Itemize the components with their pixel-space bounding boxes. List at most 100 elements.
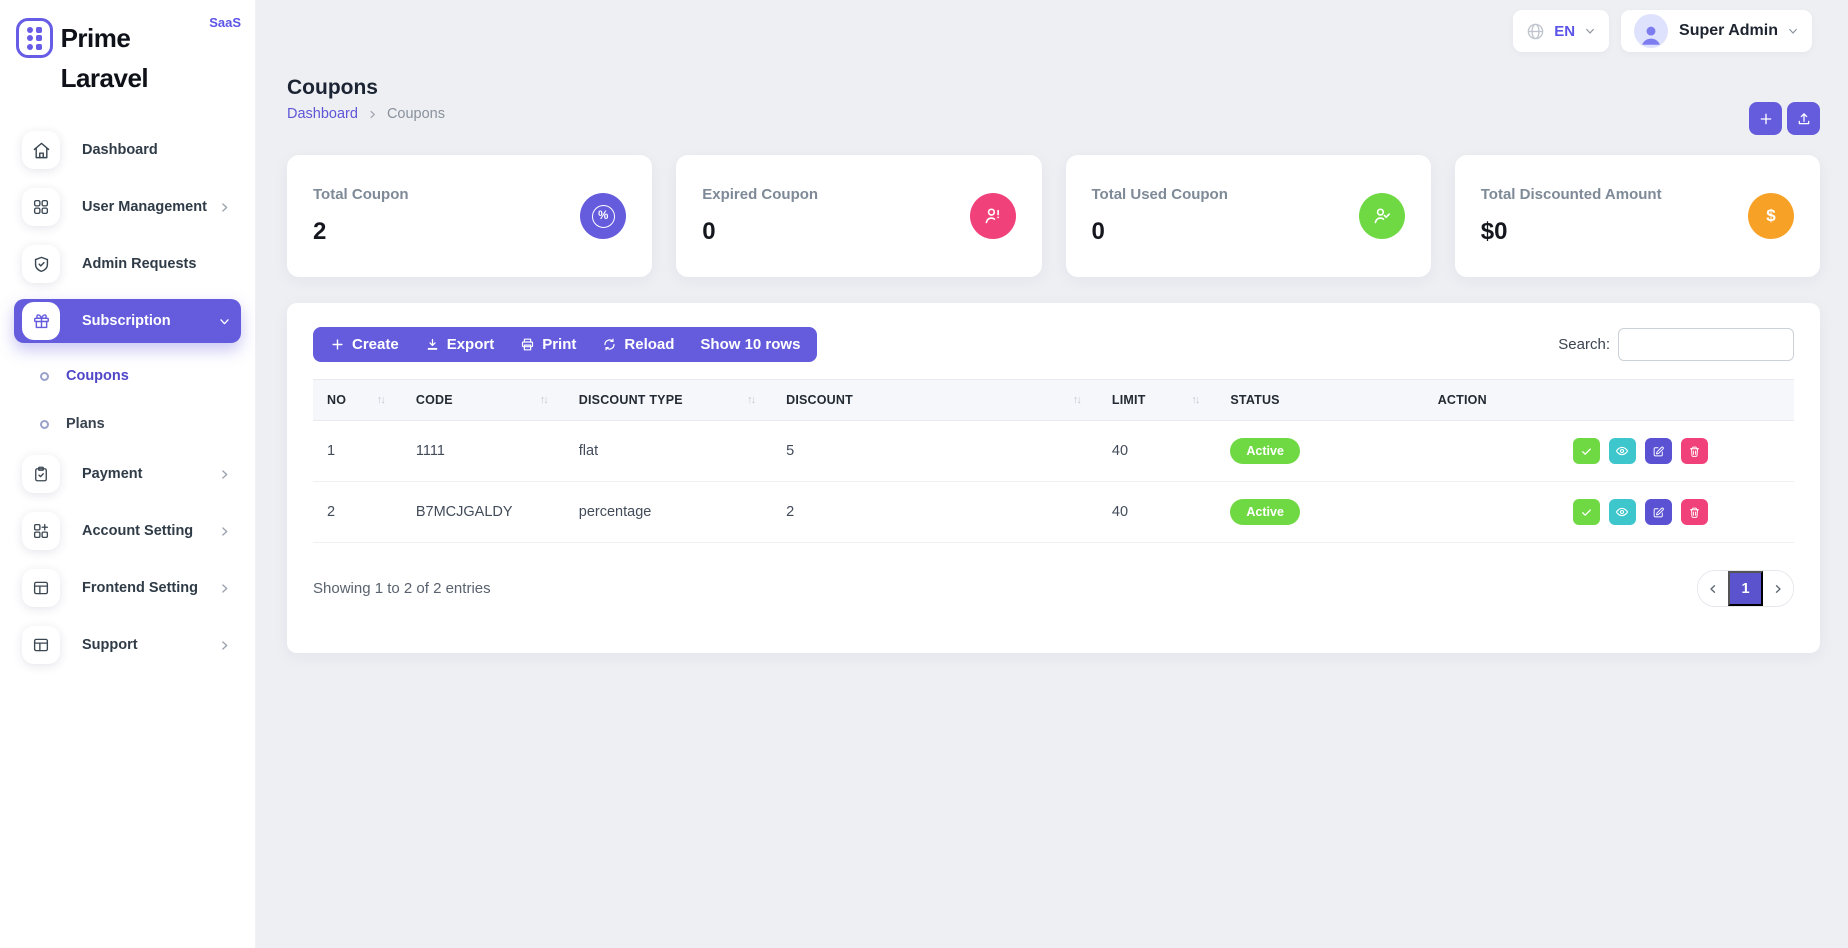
brand-logo[interactable]: Prime Laravel SaaS (0, 10, 255, 98)
reload-button[interactable]: Reload (589, 329, 687, 360)
column-header-status: STATUS (1216, 379, 1424, 421)
edit-button[interactable] (1644, 499, 1672, 525)
topbar: EN Super Admin (256, 0, 1848, 62)
delete-button[interactable] (1681, 499, 1708, 525)
stat-card-expired-coupon: Expired Coupon 0 (676, 155, 1042, 277)
print-button[interactable]: Print (507, 329, 589, 360)
breadcrumb-current: Coupons (386, 106, 445, 122)
user-name: Super Admin (1679, 22, 1778, 39)
stat-label: Total Discounted Amount (1480, 186, 1662, 203)
sidebar-item-coupons[interactable]: Coupons (14, 356, 241, 396)
stat-value: 0 (702, 218, 716, 245)
stat-card-total-discounted-amount: Total Discounted Amount $0 $ (1454, 155, 1820, 277)
sidebar-item-plans[interactable]: Plans (14, 404, 241, 444)
percent-circle-icon: % (580, 193, 627, 239)
cell-code: 1111 (401, 420, 565, 482)
chevron-right-icon (218, 201, 231, 214)
entries-info: Showing 1 to 2 of 2 entries (313, 580, 491, 597)
table-row: 1 1111 flat 5 40 Active (313, 420, 1794, 482)
view-button[interactable] (1608, 438, 1636, 464)
breadcrumb: Dashboard Coupons (287, 106, 445, 122)
view-button[interactable] (1608, 499, 1636, 525)
breadcrumb-separator-icon (367, 109, 378, 120)
sidebar-item-label: Account Setting (82, 523, 194, 539)
upload-button[interactable] (1787, 102, 1820, 135)
sidebar-nav: Dashboard User Management Admin Requests (0, 98, 255, 667)
cell-discount: 5 (772, 420, 1098, 482)
edit-button[interactable] (1644, 438, 1672, 464)
sidebar-item-dashboard[interactable]: Dashboard (14, 128, 241, 172)
stat-value: 0 (1091, 218, 1105, 245)
cell-no: 1 (313, 420, 402, 482)
sidebar-item-support[interactable]: Support (14, 623, 241, 667)
chevron-down-icon (1787, 25, 1799, 37)
page-number-button[interactable]: 1 (1728, 571, 1763, 606)
column-header-discount-type[interactable]: DISCOUNT TYPE ↑↓ (564, 379, 773, 421)
pagination: 1 (1697, 570, 1794, 607)
home-icon (22, 131, 60, 169)
sidebar-item-label: User Management (82, 199, 207, 215)
avatar (1634, 14, 1669, 48)
language-code: EN (1554, 22, 1576, 40)
column-header-no[interactable]: NO ↑↓ (313, 379, 402, 421)
user-menu[interactable]: Super Admin (1621, 10, 1812, 52)
globe-icon (1526, 22, 1545, 41)
bullet-icon (40, 371, 49, 381)
column-header-limit[interactable]: LIMIT ↑↓ (1097, 379, 1217, 421)
column-header-discount[interactable]: DISCOUNT ↑↓ (772, 379, 1098, 421)
grid-icon (22, 188, 60, 226)
stat-cards: Total Coupon 2 % Expired Coupon 0 (287, 155, 1820, 277)
cell-no: 2 (313, 481, 402, 543)
brand-name: Prime Laravel (60, 23, 149, 93)
approve-button[interactable] (1572, 438, 1600, 464)
cell-discount: 2 (772, 481, 1098, 543)
sidebar-subitem-label: Plans (66, 416, 105, 432)
previous-page-button[interactable] (1698, 571, 1728, 606)
brand-logo-icon (16, 18, 53, 58)
stat-value: $0 (1480, 218, 1508, 245)
breadcrumb-dashboard-link[interactable]: Dashboard (287, 106, 358, 122)
sort-icon: ↑↓ (747, 394, 756, 406)
sidebar-item-subscription[interactable]: Subscription (14, 299, 241, 343)
user-check-icon (1358, 193, 1405, 239)
sidebar-item-frontend-setting[interactable]: Frontend Setting (14, 566, 241, 610)
stat-label: Expired Coupon (702, 186, 819, 203)
search-label: Search: (1558, 336, 1610, 353)
cell-discount-type: percentage (564, 481, 773, 543)
sidebar-item-label: Subscription (82, 313, 171, 329)
layout-icon (22, 569, 60, 607)
sort-icon: ↑↓ (376, 394, 386, 406)
stat-value: 2 (313, 218, 327, 245)
next-page-button[interactable] (1763, 571, 1793, 606)
create-button[interactable]: Create (317, 329, 412, 360)
sort-icon: ↑↓ (1072, 394, 1082, 406)
sidebar-item-payment[interactable]: Payment (14, 452, 241, 496)
grid-plus-icon (22, 512, 60, 550)
sidebar-item-user-management[interactable]: User Management (14, 185, 241, 229)
export-button[interactable]: Export (412, 329, 508, 360)
sidebar-item-label: Frontend Setting (82, 580, 198, 596)
stat-card-total-coupon: Total Coupon 2 % (287, 155, 653, 277)
sidebar-item-label: Payment (82, 466, 143, 482)
show-rows-button[interactable]: Show 10 rows (687, 329, 813, 360)
sort-icon: ↑↓ (539, 394, 549, 406)
column-header-code[interactable]: CODE ↑↓ (401, 379, 565, 421)
chevron-right-icon (218, 639, 231, 652)
cell-limit: 40 (1097, 420, 1217, 482)
chevron-down-icon (218, 315, 231, 328)
chevron-right-icon (218, 468, 231, 481)
language-selector[interactable]: EN (1513, 10, 1610, 52)
status-badge: Active (1230, 499, 1300, 525)
approve-button[interactable] (1572, 499, 1600, 525)
sidebar-item-account-setting[interactable]: Account Setting (14, 509, 241, 553)
sidebar: Prime Laravel SaaS Dashboard User Manage… (0, 0, 256, 948)
delete-button[interactable] (1681, 438, 1708, 464)
status-badge: Active (1230, 438, 1300, 464)
sidebar-item-admin-requests[interactable]: Admin Requests (14, 242, 241, 286)
sort-icon: ↑↓ (1191, 394, 1200, 406)
chevron-down-icon (1584, 25, 1596, 37)
add-coupon-button[interactable] (1749, 102, 1782, 135)
bullet-icon (40, 419, 49, 429)
search-input[interactable] (1618, 328, 1794, 361)
